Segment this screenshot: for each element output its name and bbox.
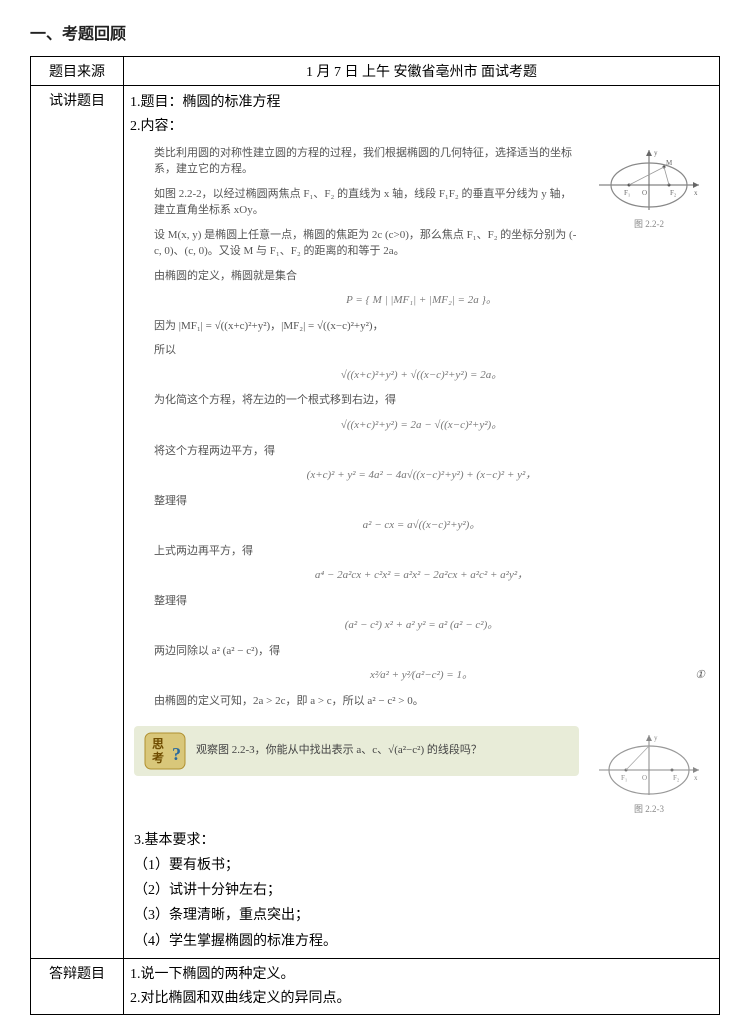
so-line: 所以	[130, 338, 713, 363]
question-table: 题目来源 1 月 7 日 上午 安徽省亳州市 面试考题 试讲题目 1.题目：椭圆…	[30, 56, 720, 1015]
req-4: （4）学生掌握椭圆的标准方程。	[130, 929, 713, 954]
think-icon: 思 考 ?	[144, 732, 186, 770]
svg-text:O: O	[642, 774, 647, 782]
req-1: （1）要有板书；	[130, 853, 713, 878]
source-value: 1 月 7 日 上午 安徽省亳州市 面试考题	[124, 57, 720, 86]
req-3: （3）条理清晰，重点突出；	[130, 903, 713, 928]
formula-7: x²⁄a² + y²⁄(a²−c²) = 1。	[370, 669, 473, 681]
formula-3: (x+c)² + y² = 4a² − 4a√((x−c)²+y²) + (x−…	[130, 467, 713, 485]
requirements: 3.基本要求： （1）要有板书； （2）试讲十分钟左右； （3）条理清晰，重点突…	[130, 828, 713, 954]
defense-q1: 1.说一下椭圆的两种定义。	[130, 963, 713, 987]
think-text: 观察图 2.2-3，你能从中找出表示 a、c、√(a²−c²) 的线段吗？	[196, 742, 482, 760]
defense-label: 答辩题目	[31, 958, 124, 1015]
square-2: 上式两边再平方，得	[130, 539, 713, 564]
svg-text:x: x	[694, 774, 698, 782]
figure-2: F₁ F₂ O x y 图 2.2-3	[589, 730, 709, 816]
formula-1: √((x+c)²+y²) + √((x−c)²+y²) = 2a。	[130, 367, 713, 385]
because-line: 因为 |MF₁| = √((x+c)²+y²)，|MF₂| = √((x−c)²…	[130, 314, 713, 339]
simplify-1: 为化简这个方程，将左边的一个根式移到右边，得	[130, 388, 713, 413]
section-title: 一、考题回顾	[30, 20, 720, 44]
divide-line: 两边同除以 a² (a² − c²)，得	[130, 639, 713, 664]
intro-3: 设 M(x, y) 是椭圆上任意一点，椭圆的焦距为 2c (c>0)，那么焦点 …	[130, 223, 713, 264]
eq-number: ①	[695, 667, 705, 685]
intro-1: 类比利用圆的对称性建立圆的方程的过程，我们根据椭圆的几何特征，选择适当的坐标系，…	[130, 141, 713, 182]
intro-4: 由椭圆的定义，椭圆就是集合	[130, 264, 713, 289]
req-2: （2）试讲十分钟左右；	[130, 878, 713, 903]
svg-text:?: ?	[172, 744, 181, 764]
svg-text:考: 考	[152, 750, 164, 765]
formula-5: a⁴ − 2a²cx + c²x² = a²x² − 2a²cx + a²c² …	[130, 567, 713, 585]
lecture-label: 试讲题目	[31, 86, 124, 959]
req-0: 3.基本要求：	[130, 828, 713, 853]
square-1: 将这个方程两边平方，得	[130, 439, 713, 464]
topic-line: 1.题目：椭圆的标准方程	[130, 92, 713, 114]
fig2-caption: 图 2.2-3	[589, 802, 709, 816]
arrange-1: 整理得	[130, 489, 713, 514]
svg-text:F₂: F₂	[673, 774, 680, 782]
think-box: 思 考 ? 观察图 2.2-3，你能从中找出表示 a、c、√(a²−c²) 的线…	[134, 726, 579, 776]
arrange-2: 整理得	[130, 589, 713, 614]
svg-text:思: 思	[152, 737, 164, 751]
defense-content: 1.说一下椭圆的两种定义。 2.对比椭圆和双曲线定义的异同点。	[124, 958, 720, 1015]
formula-6: (a² − c²) x² + a² y² = a² (a² − c²)。	[130, 617, 713, 635]
source-label: 题目来源	[31, 57, 124, 86]
intro-2: 如图 2.2-2，以经过椭圆两焦点 F₁、F₂ 的直线为 x 轴，线段 F₁F₂…	[130, 182, 713, 223]
formula-set: P = { M | |MF₁| + |MF₂| = 2a }。	[130, 292, 713, 310]
svg-text:F₁: F₁	[621, 774, 627, 782]
formula-4: a² − cx = a√((x−c)²+y²)。	[130, 517, 713, 535]
defense-q2: 2.对比椭圆和双曲线定义的异同点。	[130, 987, 713, 1011]
content-line: 2.内容：	[130, 116, 713, 138]
svg-text:y: y	[654, 734, 658, 742]
formula-2: √((x+c)²+y²) = 2a − √((x−c)²+y²)。	[130, 417, 713, 435]
conclude-line: 由椭圆的定义可知，2a > 2c，即 a > c，所以 a² − c² > 0。	[130, 689, 713, 714]
lecture-content: 1.题目：椭圆的标准方程 2.内容：	[124, 86, 720, 959]
